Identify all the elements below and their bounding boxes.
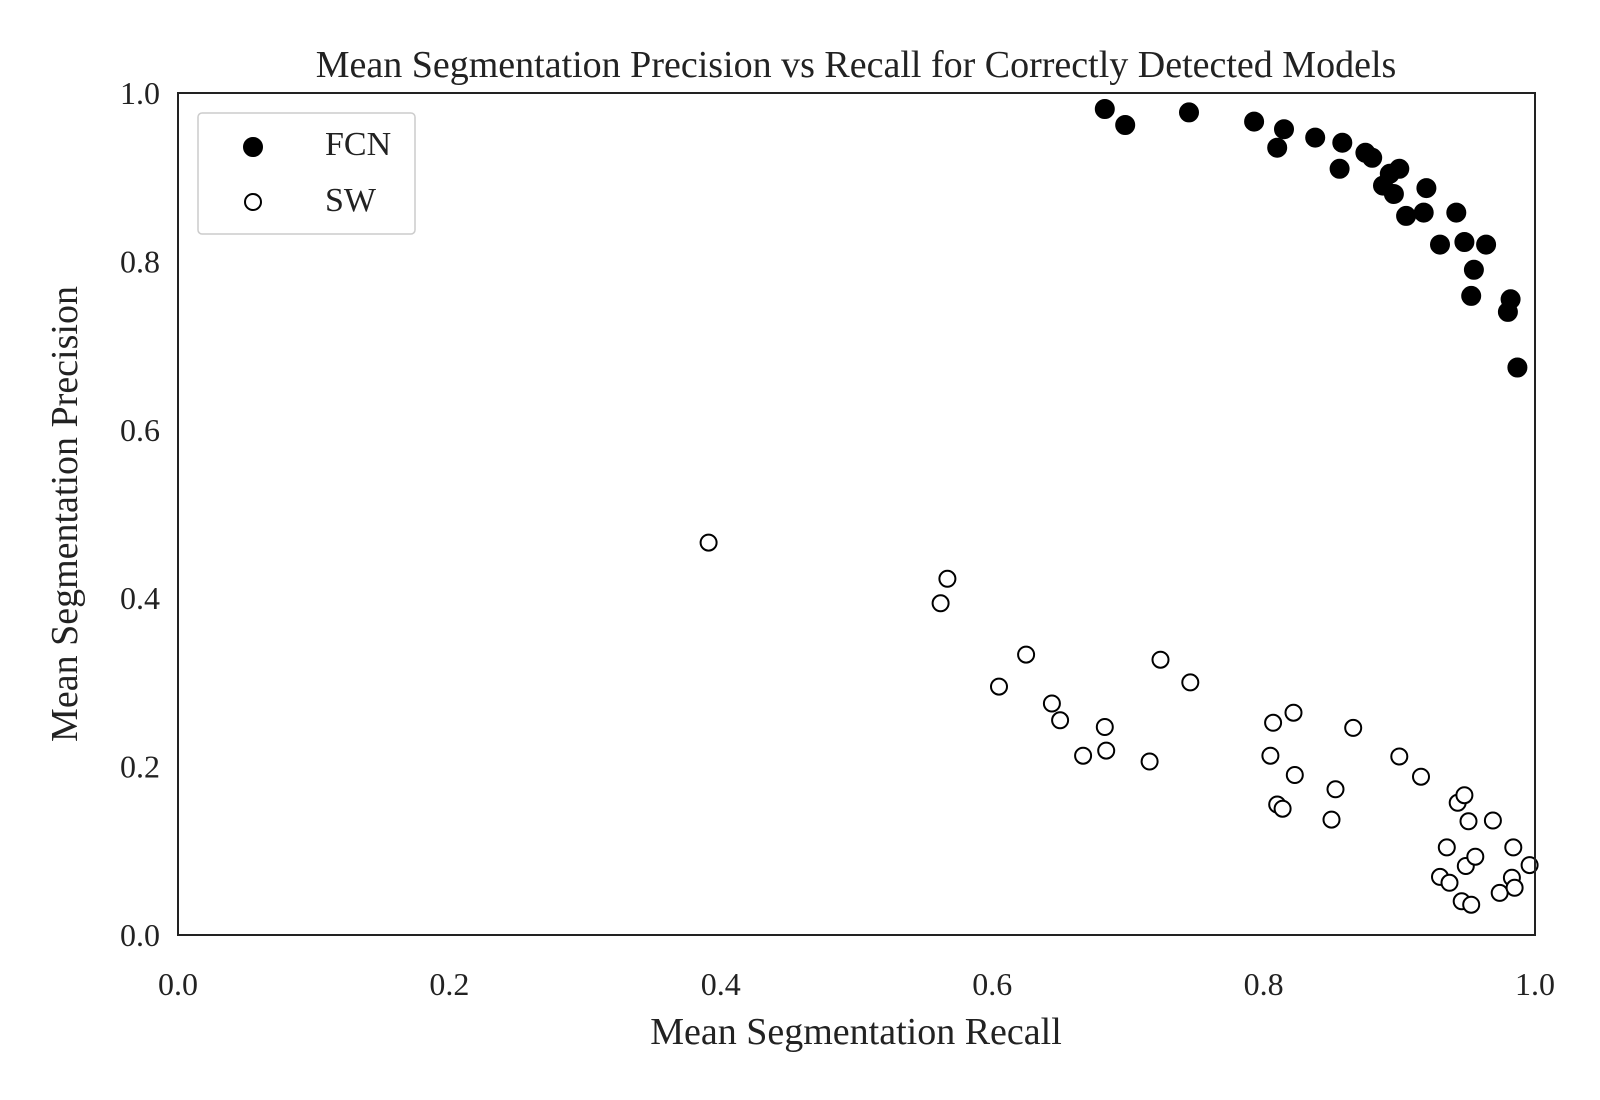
point-fcn xyxy=(1332,132,1353,153)
point-fcn xyxy=(1430,234,1450,255)
point-fcn xyxy=(1267,137,1288,158)
y-tick-label: 0.4 xyxy=(120,580,160,616)
legend-marker-sw xyxy=(244,193,262,211)
point-sw xyxy=(1181,673,1200,692)
point-fcn xyxy=(1274,119,1294,140)
x-tick-label: 0.2 xyxy=(429,966,469,1002)
point-fcn xyxy=(1476,234,1497,255)
point-sw xyxy=(1261,746,1280,765)
y-tick-label: 1.0 xyxy=(120,75,160,111)
legend-label-sw: SW xyxy=(325,182,377,219)
point-sw xyxy=(1017,645,1036,664)
points-layer xyxy=(699,99,1539,914)
point-fcn xyxy=(1383,184,1404,204)
point-sw xyxy=(699,533,718,552)
ticks-layer: 0.0 0.2 0.4 0.6 0.8 1.0 0.0 0.2 0.4 0.6 0.8 1.0 xyxy=(120,75,1555,1002)
point-fcn xyxy=(1389,158,1410,179)
point-fcn xyxy=(1094,99,1115,119)
point-sw xyxy=(1483,811,1502,830)
legend-label-fcn: FCN xyxy=(325,126,391,163)
legend: FCN SW xyxy=(197,112,416,235)
point-sw xyxy=(931,594,950,613)
y-axis-label: Mean Segmentation Precision xyxy=(44,286,86,742)
point-sw xyxy=(990,677,1008,696)
point-sw xyxy=(1051,711,1070,730)
point-sw xyxy=(1322,810,1341,829)
point-sw xyxy=(1285,766,1304,784)
point-fcn xyxy=(1454,232,1475,252)
point-sw xyxy=(1459,812,1478,831)
point-sw xyxy=(1074,746,1093,765)
point-sw xyxy=(1140,752,1159,771)
point-sw xyxy=(1462,895,1481,914)
x-tick-label: 0.4 xyxy=(701,966,741,1002)
point-fcn xyxy=(1461,285,1482,306)
point-fcn xyxy=(1115,115,1136,135)
point-fcn xyxy=(1396,205,1417,226)
x-tick-label: 1.0 xyxy=(1515,966,1555,1002)
x-tick-label: 0.0 xyxy=(158,966,198,1002)
point-sw xyxy=(1520,856,1539,875)
point-sw xyxy=(1344,718,1363,737)
point-sw xyxy=(1504,838,1523,857)
plot-frame xyxy=(177,92,1536,936)
point-fcn xyxy=(1446,202,1467,223)
point-sw xyxy=(1097,741,1116,760)
x-tick-label: 0.6 xyxy=(972,966,1012,1002)
point-sw xyxy=(1390,747,1409,766)
point-sw xyxy=(1437,838,1456,857)
point-fcn xyxy=(1362,147,1383,168)
y-tick-label: 0.2 xyxy=(120,749,160,785)
legend-marker-fcn xyxy=(243,137,263,157)
point-sw xyxy=(1151,650,1170,669)
point-sw xyxy=(1440,873,1459,892)
point-fcn xyxy=(1416,178,1437,199)
point-sw xyxy=(1412,767,1430,786)
point-sw xyxy=(1284,703,1303,722)
x-tick-label: 0.8 xyxy=(1244,966,1284,1002)
point-fcn xyxy=(1329,158,1350,179)
point-sw xyxy=(1466,847,1485,866)
point-sw xyxy=(1455,786,1474,805)
x-axis-label: Mean Segmentation Recall xyxy=(650,1011,1062,1053)
y-tick-label: 0.8 xyxy=(120,243,160,279)
point-fcn xyxy=(1244,111,1265,132)
point-fcn xyxy=(1500,289,1521,310)
point-fcn xyxy=(1507,357,1528,378)
point-sw xyxy=(938,569,957,588)
point-sw xyxy=(1273,799,1292,818)
point-sw xyxy=(1042,694,1061,713)
point-sw xyxy=(1326,780,1345,799)
point-fcn xyxy=(1305,127,1326,148)
point-sw xyxy=(1490,883,1509,902)
point-sw xyxy=(1264,713,1283,732)
y-tick-label: 0.6 xyxy=(120,412,160,448)
point-fcn xyxy=(1413,202,1434,223)
point-fcn xyxy=(1179,102,1199,123)
point-sw xyxy=(1095,718,1114,736)
point-sw xyxy=(1505,878,1524,897)
y-tick-label: 0.0 xyxy=(120,917,160,953)
point-fcn xyxy=(1463,259,1484,280)
chart-title: Mean Segmentation Precision vs Recall fo… xyxy=(316,44,1397,86)
